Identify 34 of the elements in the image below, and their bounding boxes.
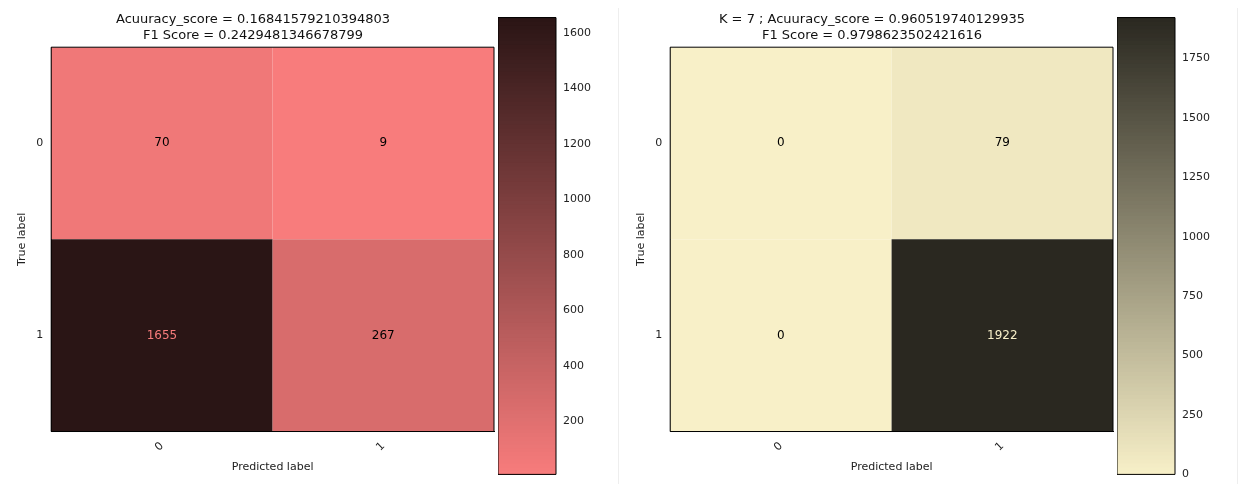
chart-title: Acuuracy_score = 0.16841579210394803 F1 Score = 0.2429481346678799: [115, 11, 391, 42]
data-label: 0: [777, 327, 785, 342]
color-bar-label: 1500: [1182, 110, 1211, 124]
data-label: 70: [154, 135, 170, 150]
data-label: 9: [379, 135, 388, 150]
color-bar-label: 1250: [1182, 170, 1211, 184]
y-axis-title: True label: [634, 212, 648, 268]
data-label: 267: [371, 327, 395, 342]
color-bar-label: 250: [1182, 407, 1204, 421]
x-tick-label: 1: [992, 439, 1007, 454]
color-bar-label: 1200: [563, 136, 592, 150]
color-bar-label: 1000: [563, 192, 592, 206]
color-bar-label: 1000: [1182, 229, 1211, 243]
color-bar-label: 600: [563, 303, 585, 317]
x-axis-title: Predicted label: [850, 460, 933, 474]
color-bar-label: 0: [1182, 467, 1190, 481]
color-bar-label: 750: [1182, 289, 1204, 303]
x-tick-label: 0: [151, 439, 167, 454]
data-label: 1655: [146, 327, 178, 342]
color-bar-label: 500: [1182, 348, 1204, 362]
y-axis-title: True label: [15, 212, 29, 268]
data-label: 79: [994, 135, 1010, 150]
color-bar-label: 400: [563, 358, 585, 372]
color-bar-label: 1600: [563, 25, 592, 39]
x-axis-title: Predicted label: [231, 460, 314, 474]
data-label: 1922: [987, 327, 1018, 342]
data-label: 0: [777, 135, 785, 150]
color-bar-label: 1400: [563, 81, 592, 95]
color-bar-label: 800: [563, 247, 585, 261]
chart-title: K = 7 ; Acuuracy_score = 0.960519740129935 F1 Score = 0.9798623502421616: [718, 11, 1026, 42]
x-tick-label: 0: [770, 439, 786, 454]
color-bar-label: 1750: [1182, 51, 1211, 65]
x-tick-label: 1: [373, 439, 388, 454]
color-bar-label: 200: [563, 414, 585, 428]
